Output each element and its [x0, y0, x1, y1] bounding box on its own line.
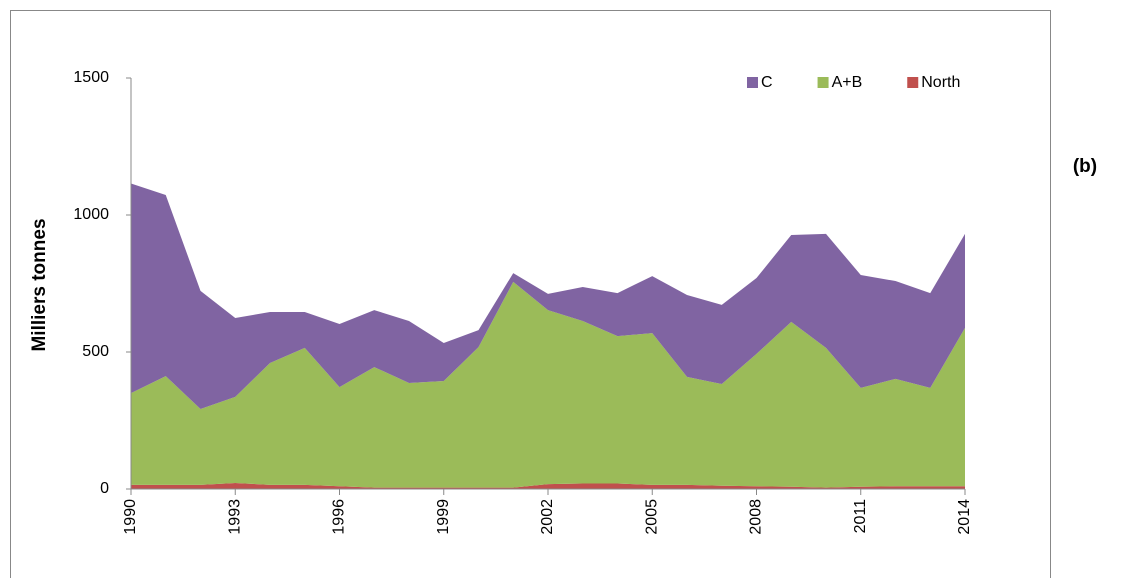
y-tick-label: 0: [100, 480, 109, 497]
x-tick-label: 2014: [956, 499, 973, 535]
x-tick-label: 1990: [122, 499, 139, 535]
chart-frame: [10, 10, 1051, 578]
y-tick-label: 1000: [73, 206, 109, 223]
legend-swatch: [817, 77, 829, 88]
x-tick-label: 2002: [539, 499, 556, 535]
x-tick-label: 2008: [748, 499, 765, 535]
x-tick-label: 2005: [643, 499, 660, 535]
x-tick-label: 1999: [435, 499, 452, 535]
x-tick-label: 2011: [852, 499, 869, 534]
x-tick-label: 1996: [331, 499, 348, 535]
y-tick-label: 500: [82, 343, 109, 360]
annotation: (b): [1073, 156, 1097, 177]
legend-label: North: [921, 74, 960, 91]
area: [131, 482, 965, 489]
y-axis-label: Milliers tonnes: [29, 218, 50, 351]
y-tick-label: 1500: [73, 69, 109, 86]
legend-swatch: [907, 77, 919, 88]
legend-swatch: [747, 77, 758, 88]
x-tick-label: 1993: [226, 499, 243, 535]
legend-label: A+B: [832, 74, 863, 91]
area: [131, 183, 965, 409]
area: [131, 281, 965, 488]
legend-label: C: [761, 74, 773, 91]
